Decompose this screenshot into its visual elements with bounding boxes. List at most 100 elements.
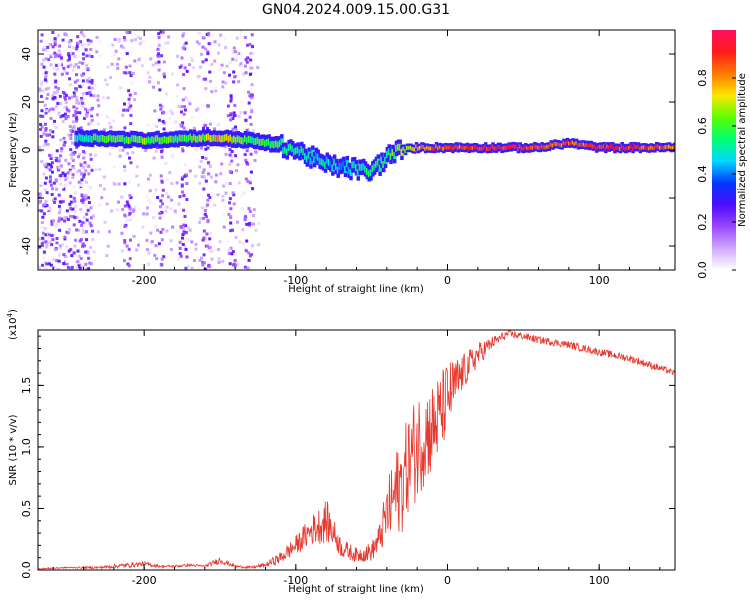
ridge-core — [438, 145, 442, 150]
noise-cell — [183, 175, 187, 179]
ridge-core — [349, 169, 353, 177]
ridge-core — [203, 135, 207, 142]
ridge-core — [247, 135, 251, 143]
noise-cell — [48, 175, 52, 179]
noise-cell — [81, 221, 85, 225]
ridge-core — [486, 147, 490, 151]
noise-cell — [78, 183, 82, 187]
noise-cell — [182, 194, 186, 198]
spectrogram-x-axis: -200 -100 0 100 — [52, 30, 661, 287]
noise-cell — [197, 220, 201, 224]
noise-cell — [53, 43, 57, 47]
noise-cell — [124, 65, 128, 69]
noise-cell — [170, 72, 174, 76]
noise-cell — [39, 122, 43, 126]
noise-cell — [71, 207, 75, 211]
ridge-core — [456, 146, 460, 151]
snr-y-axis: 0.00.51.01.5 — [20, 335, 675, 579]
noise-cell — [244, 249, 248, 253]
ridge-core — [476, 146, 480, 151]
noise-cell — [84, 67, 88, 71]
ridge-core — [116, 134, 120, 142]
ridge-core — [134, 135, 138, 143]
ridge-core — [172, 136, 176, 144]
noise-cell — [225, 240, 229, 244]
noise-cell — [154, 61, 158, 65]
noise-cell — [226, 153, 230, 157]
noise-cell — [183, 252, 187, 256]
noise-cell — [183, 245, 187, 249]
noise-cell — [42, 132, 46, 136]
noise-cell — [212, 33, 216, 37]
ridge-core — [551, 143, 555, 148]
noise-cell — [65, 260, 69, 264]
noise-cell — [46, 142, 50, 146]
noise-cell — [160, 210, 164, 214]
noise-cell — [75, 265, 79, 269]
ridge-core — [171, 135, 175, 143]
noise-cell — [67, 54, 71, 58]
noise-cell — [75, 119, 79, 123]
noise-cell — [148, 189, 152, 193]
noise-cell — [95, 113, 99, 117]
noise-cell — [68, 181, 72, 185]
ridge-core — [142, 137, 146, 145]
noise-cell — [213, 203, 217, 207]
noise-cell — [72, 91, 76, 95]
x-tick-label: -100 — [283, 274, 308, 287]
noise-cell — [83, 221, 87, 225]
noise-cell — [169, 247, 173, 251]
noise-cell — [51, 135, 55, 139]
noise-cell — [84, 262, 88, 266]
noise-cell — [216, 77, 220, 81]
noise-cell — [41, 215, 45, 219]
noise-cell — [122, 259, 126, 263]
noise-cell — [152, 216, 156, 220]
noise-cell — [203, 123, 207, 127]
noise-cell — [181, 190, 185, 194]
noise-cell — [39, 193, 43, 197]
noise-cell — [96, 122, 100, 126]
noise-cell — [87, 165, 91, 169]
ridge-core — [276, 141, 280, 149]
noise-cell — [84, 43, 88, 47]
ridge-core — [562, 141, 566, 145]
ridge-core — [194, 135, 198, 143]
noise-cell — [57, 211, 61, 215]
ridge-core — [544, 145, 548, 150]
y-tick-label: -40 — [20, 237, 33, 255]
ridge-core — [165, 136, 169, 144]
noise-cell — [210, 257, 214, 261]
noise-cell — [161, 206, 165, 210]
noise-cell — [182, 223, 186, 227]
noise-cell — [74, 238, 78, 242]
noise-cell — [40, 209, 44, 213]
ridge-core — [356, 169, 360, 177]
ridge-core — [282, 147, 286, 155]
noise-cell — [181, 226, 185, 230]
figure-title: GN04.2024.009.15.00.G31 — [262, 2, 450, 18]
noise-cell — [54, 125, 58, 129]
ridge-core — [567, 141, 571, 146]
noise-cell — [230, 150, 234, 154]
x-tick-label: 100 — [589, 274, 610, 287]
noise-cell — [88, 119, 92, 123]
noise-cell — [132, 234, 136, 238]
noise-cell — [228, 182, 232, 186]
noise-cell — [77, 254, 81, 258]
noise-cell — [101, 53, 105, 57]
ridge-core — [340, 162, 344, 170]
noise-cell — [65, 108, 69, 112]
noise-cell — [55, 241, 59, 245]
noise-cell — [54, 178, 58, 182]
noise-cell — [171, 225, 175, 229]
noise-cell — [112, 119, 116, 123]
noise-cell — [228, 61, 232, 65]
noise-cell — [174, 210, 178, 214]
noise-cell — [38, 116, 42, 120]
noise-cell — [177, 105, 181, 109]
noise-cell — [128, 211, 132, 215]
noise-cell — [41, 263, 45, 267]
noise-cell — [87, 76, 91, 80]
noise-cell — [218, 67, 222, 71]
